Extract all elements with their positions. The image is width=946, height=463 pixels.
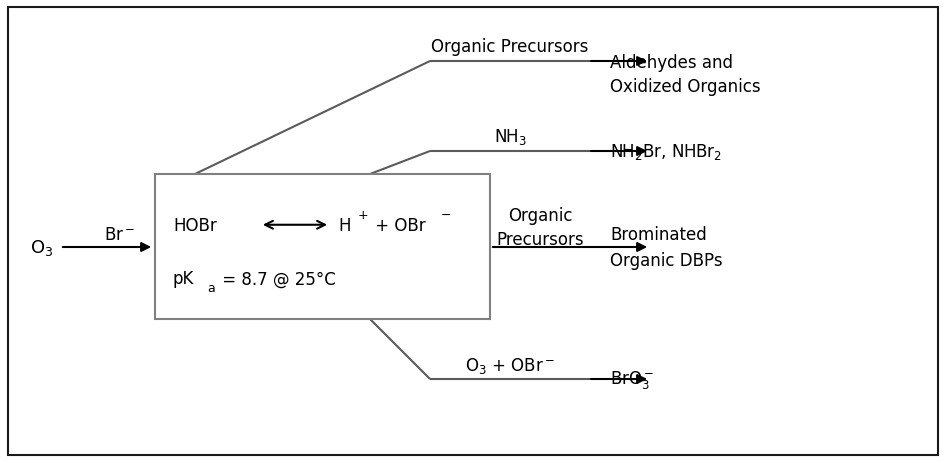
Text: NH$_2$Br, NHBr$_2$: NH$_2$Br, NHBr$_2$ xyxy=(610,142,722,162)
Text: Organic
Precursors: Organic Precursors xyxy=(497,207,584,248)
Text: Organic Precursors: Organic Precursors xyxy=(431,38,588,56)
Text: NH$_3$: NH$_3$ xyxy=(494,127,527,147)
Text: Brominated
Organic DBPs: Brominated Organic DBPs xyxy=(610,226,723,269)
Text: pK: pK xyxy=(173,270,194,288)
Text: + OBr: + OBr xyxy=(370,216,426,234)
Bar xyxy=(155,175,490,319)
Text: Aldehydes and
Oxidized Organics: Aldehydes and Oxidized Organics xyxy=(610,53,761,96)
Text: +: + xyxy=(358,209,369,222)
Text: a: a xyxy=(207,282,215,294)
Text: Br$^-$: Br$^-$ xyxy=(104,225,135,244)
Text: H: H xyxy=(338,216,351,234)
Text: O$_3$ + OBr$^-$: O$_3$ + OBr$^-$ xyxy=(465,355,555,375)
Text: = 8.7 @ 25°C: = 8.7 @ 25°C xyxy=(217,270,336,288)
Text: HOBr: HOBr xyxy=(173,216,217,234)
Text: BrO$_3^-$: BrO$_3^-$ xyxy=(610,368,655,390)
Text: −: − xyxy=(441,209,451,222)
Text: O$_3$: O$_3$ xyxy=(30,238,53,257)
